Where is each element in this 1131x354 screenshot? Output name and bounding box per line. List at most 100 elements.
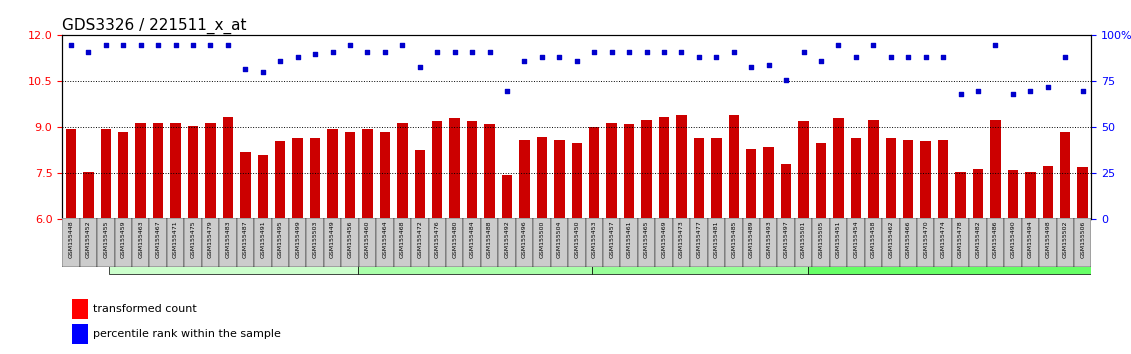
Point <box>1021 88 1039 93</box>
Bar <box>537 137 547 219</box>
Text: GSM155448: GSM155448 <box>69 220 74 258</box>
Text: GSM155485: GSM155485 <box>732 220 736 258</box>
Bar <box>1025 172 1036 219</box>
Point <box>638 49 656 55</box>
Bar <box>132 218 149 267</box>
Text: GSM155500: GSM155500 <box>539 220 544 258</box>
Bar <box>812 218 830 267</box>
Point <box>882 55 900 60</box>
Point <box>498 88 516 93</box>
Bar <box>847 218 864 267</box>
Bar <box>109 236 359 274</box>
Text: GSM155503: GSM155503 <box>312 220 318 258</box>
Point <box>481 49 499 55</box>
Bar <box>397 123 407 219</box>
Bar <box>114 218 132 267</box>
Point <box>62 42 80 47</box>
Point <box>760 62 778 68</box>
Bar <box>986 218 1004 267</box>
Point <box>568 58 586 64</box>
Text: GSM155498: GSM155498 <box>1045 220 1051 258</box>
Bar <box>72 324 88 344</box>
Bar <box>201 218 219 267</box>
Point <box>551 55 569 60</box>
Text: GSM155456: GSM155456 <box>347 220 353 258</box>
Text: GSM155465: GSM155465 <box>644 220 649 258</box>
Bar <box>746 149 757 219</box>
Point <box>79 49 97 55</box>
Bar <box>798 121 809 219</box>
Text: GSM155464: GSM155464 <box>382 220 388 258</box>
Point <box>307 51 325 57</box>
Point <box>340 42 359 47</box>
Bar <box>777 218 795 267</box>
Point <box>916 55 934 60</box>
Bar <box>725 218 743 267</box>
Text: transformed count: transformed count <box>93 304 197 314</box>
Point <box>166 42 184 47</box>
Bar <box>586 218 603 267</box>
Bar <box>899 218 917 267</box>
Bar <box>592 236 809 274</box>
Point <box>969 88 987 93</box>
Point <box>201 42 219 47</box>
Text: GSM155452: GSM155452 <box>86 220 90 258</box>
Text: GDS3326 / 221511_x_at: GDS3326 / 221511_x_at <box>62 18 247 34</box>
Bar <box>205 123 216 219</box>
Bar <box>184 218 201 267</box>
Point <box>585 49 603 55</box>
Point <box>812 58 830 64</box>
Point <box>777 77 795 82</box>
Bar <box>136 123 146 219</box>
Bar <box>118 132 129 219</box>
Point <box>742 64 760 69</box>
Text: GSM155472: GSM155472 <box>417 220 422 258</box>
Bar <box>1074 218 1091 267</box>
Bar <box>676 115 687 219</box>
Bar <box>938 140 949 219</box>
Bar <box>1008 170 1018 219</box>
Text: GSM155478: GSM155478 <box>958 220 964 258</box>
Bar <box>882 218 899 267</box>
Bar <box>903 140 914 219</box>
Bar <box>101 129 111 219</box>
Text: GSM155458: GSM155458 <box>871 220 875 258</box>
Text: GSM155489: GSM155489 <box>749 220 753 258</box>
Text: GSM155483: GSM155483 <box>225 220 231 258</box>
Point <box>253 69 271 75</box>
Bar <box>991 120 1001 219</box>
Bar <box>377 218 394 267</box>
Point <box>149 42 167 47</box>
Bar <box>359 218 377 267</box>
Text: GSM155463: GSM155463 <box>138 220 144 258</box>
Text: GSM155461: GSM155461 <box>627 220 631 258</box>
Bar <box>956 172 966 219</box>
Point <box>934 55 952 60</box>
Point <box>236 66 254 72</box>
Bar <box>763 147 774 219</box>
Bar <box>551 218 568 267</box>
Text: 6 weeks after treatment initiation: 6 weeks after treatment initiation <box>618 250 783 260</box>
Bar <box>973 169 983 219</box>
Bar <box>254 218 271 267</box>
Bar <box>167 218 184 267</box>
Bar <box>359 236 592 274</box>
Text: GSM155450: GSM155450 <box>575 220 579 258</box>
Text: GSM155482: GSM155482 <box>976 220 981 258</box>
Text: GSM155504: GSM155504 <box>556 220 562 258</box>
Bar <box>415 150 425 219</box>
Point <box>184 42 202 47</box>
Bar <box>153 123 163 219</box>
Text: GSM155502: GSM155502 <box>1063 220 1068 258</box>
Point <box>323 49 342 55</box>
Bar <box>79 218 97 267</box>
Bar <box>809 236 1091 274</box>
Bar <box>708 218 725 267</box>
Point <box>829 42 847 47</box>
Bar <box>673 218 690 267</box>
Point <box>603 49 621 55</box>
Text: GSM155487: GSM155487 <box>243 220 248 258</box>
Bar <box>834 118 844 219</box>
Bar <box>655 218 673 267</box>
Point <box>847 55 865 60</box>
